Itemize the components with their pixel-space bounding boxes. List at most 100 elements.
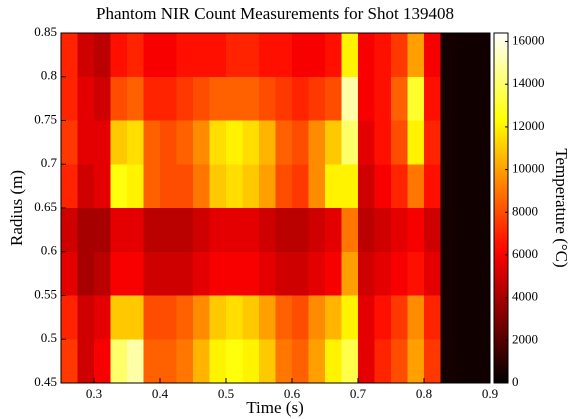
heatmap-cell bbox=[391, 164, 408, 209]
colorbar-tick-label: 12000 bbox=[512, 118, 545, 133]
heatmap-cell bbox=[110, 33, 128, 78]
heatmap-cell bbox=[110, 339, 128, 384]
heatmap-cell bbox=[374, 295, 392, 340]
y-tick-label: 0.5 bbox=[41, 330, 57, 345]
heatmap-cell bbox=[209, 164, 227, 209]
heatmap-cell bbox=[226, 295, 243, 340]
heatmap-cell bbox=[176, 208, 194, 253]
heatmap-cell bbox=[440, 33, 458, 78]
heatmap-cell bbox=[358, 164, 375, 209]
heatmap-cell bbox=[275, 208, 293, 253]
x-tick-label: 0.6 bbox=[284, 386, 301, 401]
heatmap-cell bbox=[457, 339, 474, 384]
heatmap-cell bbox=[341, 295, 359, 340]
heatmap-cell bbox=[424, 208, 441, 253]
heatmap-cell bbox=[110, 295, 128, 340]
heatmap-cell bbox=[242, 120, 260, 165]
heatmap-cell bbox=[176, 164, 194, 209]
colorbar-tick-label: 6000 bbox=[512, 246, 538, 261]
x-tick-label: 0.8 bbox=[416, 386, 432, 401]
heatmap-cell bbox=[193, 295, 210, 340]
heatmap-cell bbox=[391, 339, 408, 384]
heatmap-cell bbox=[440, 339, 458, 384]
heatmap-cell bbox=[407, 76, 425, 121]
heatmap-cell bbox=[110, 251, 128, 296]
heatmap-cell bbox=[143, 295, 161, 340]
colorbar-tick-label: 10000 bbox=[512, 161, 545, 176]
heatmap-cell bbox=[127, 164, 144, 209]
heatmap-cell bbox=[176, 295, 194, 340]
heatmap-cell bbox=[325, 76, 342, 121]
heatmap-cell bbox=[358, 120, 375, 165]
heatmap-cell bbox=[424, 33, 441, 78]
chart-title: Phantom NIR Count Measurements for Shot … bbox=[96, 4, 454, 23]
heatmap-cell bbox=[77, 33, 95, 78]
heatmap-cell bbox=[457, 295, 474, 340]
heatmap-cell bbox=[341, 33, 359, 78]
heatmap-cell bbox=[292, 33, 309, 78]
heatmap-cell bbox=[160, 164, 177, 209]
heatmap-cell bbox=[226, 120, 243, 165]
heatmap-cell bbox=[292, 295, 309, 340]
heatmap-cell bbox=[61, 76, 78, 121]
heatmap-cell bbox=[259, 339, 276, 384]
heatmap-cell bbox=[226, 208, 243, 253]
heatmap-cell bbox=[374, 208, 392, 253]
y-tick-label: 0.75 bbox=[34, 111, 57, 126]
heatmap-cell bbox=[292, 164, 309, 209]
heatmap-cell bbox=[407, 208, 425, 253]
heatmap-cell bbox=[94, 251, 111, 296]
heatmap-cell bbox=[308, 164, 326, 209]
heatmap-cell bbox=[160, 339, 177, 384]
heatmap-cell bbox=[325, 120, 342, 165]
y-tick-label: 0.7 bbox=[41, 155, 58, 170]
heatmap-cell bbox=[143, 208, 161, 253]
heatmap-cell bbox=[341, 76, 359, 121]
heatmap-cell bbox=[275, 339, 293, 384]
heatmap-cell bbox=[440, 120, 458, 165]
heatmap-cell bbox=[61, 295, 78, 340]
y-tick-label: 0.65 bbox=[34, 199, 57, 214]
heatmap-cell bbox=[424, 120, 441, 165]
colorbar-label: Temperature (°C) bbox=[552, 148, 571, 267]
heatmap-cell bbox=[209, 251, 227, 296]
heatmap-cell bbox=[391, 120, 408, 165]
heatmap-cell bbox=[94, 295, 111, 340]
heatmap-cell bbox=[242, 76, 260, 121]
y-axis-label: Radius (m) bbox=[7, 170, 26, 246]
heatmap-cell bbox=[292, 76, 309, 121]
heatmap-cell bbox=[242, 208, 260, 253]
heatmap-cell bbox=[341, 164, 359, 209]
heatmap-cell bbox=[424, 295, 441, 340]
heatmap-cell bbox=[176, 251, 194, 296]
heatmap-cell bbox=[127, 120, 144, 165]
y-tick-label: 0.55 bbox=[34, 286, 57, 301]
heatmap-cell bbox=[110, 120, 128, 165]
heatmap-cell bbox=[61, 33, 78, 78]
heatmap-cell bbox=[424, 251, 441, 296]
heatmap-cell bbox=[440, 208, 458, 253]
heatmap-cell bbox=[424, 76, 441, 121]
heatmap-cell bbox=[259, 295, 276, 340]
heatmap-cell bbox=[61, 339, 78, 384]
heatmap-cell bbox=[94, 208, 111, 253]
heatmap-cell bbox=[193, 76, 210, 121]
heatmap-cell bbox=[325, 339, 342, 384]
heatmap-cell bbox=[308, 295, 326, 340]
heatmap-cell bbox=[374, 76, 392, 121]
heatmap-cell bbox=[473, 76, 491, 121]
heatmap-cell bbox=[341, 251, 359, 296]
heatmap-cell bbox=[358, 339, 375, 384]
heatmap-cell bbox=[391, 76, 408, 121]
heatmap-cell bbox=[457, 208, 474, 253]
heatmap-cell bbox=[473, 339, 491, 384]
heatmap-cell bbox=[424, 339, 441, 384]
heatmap-cell bbox=[457, 76, 474, 121]
heatmap-cell bbox=[308, 251, 326, 296]
heatmap-cell bbox=[193, 251, 210, 296]
heatmap-cell bbox=[407, 164, 425, 209]
heatmap-cell bbox=[127, 76, 144, 121]
heatmap-cell bbox=[226, 76, 243, 121]
heatmap-cell bbox=[275, 76, 293, 121]
heatmap-cell bbox=[77, 208, 95, 253]
